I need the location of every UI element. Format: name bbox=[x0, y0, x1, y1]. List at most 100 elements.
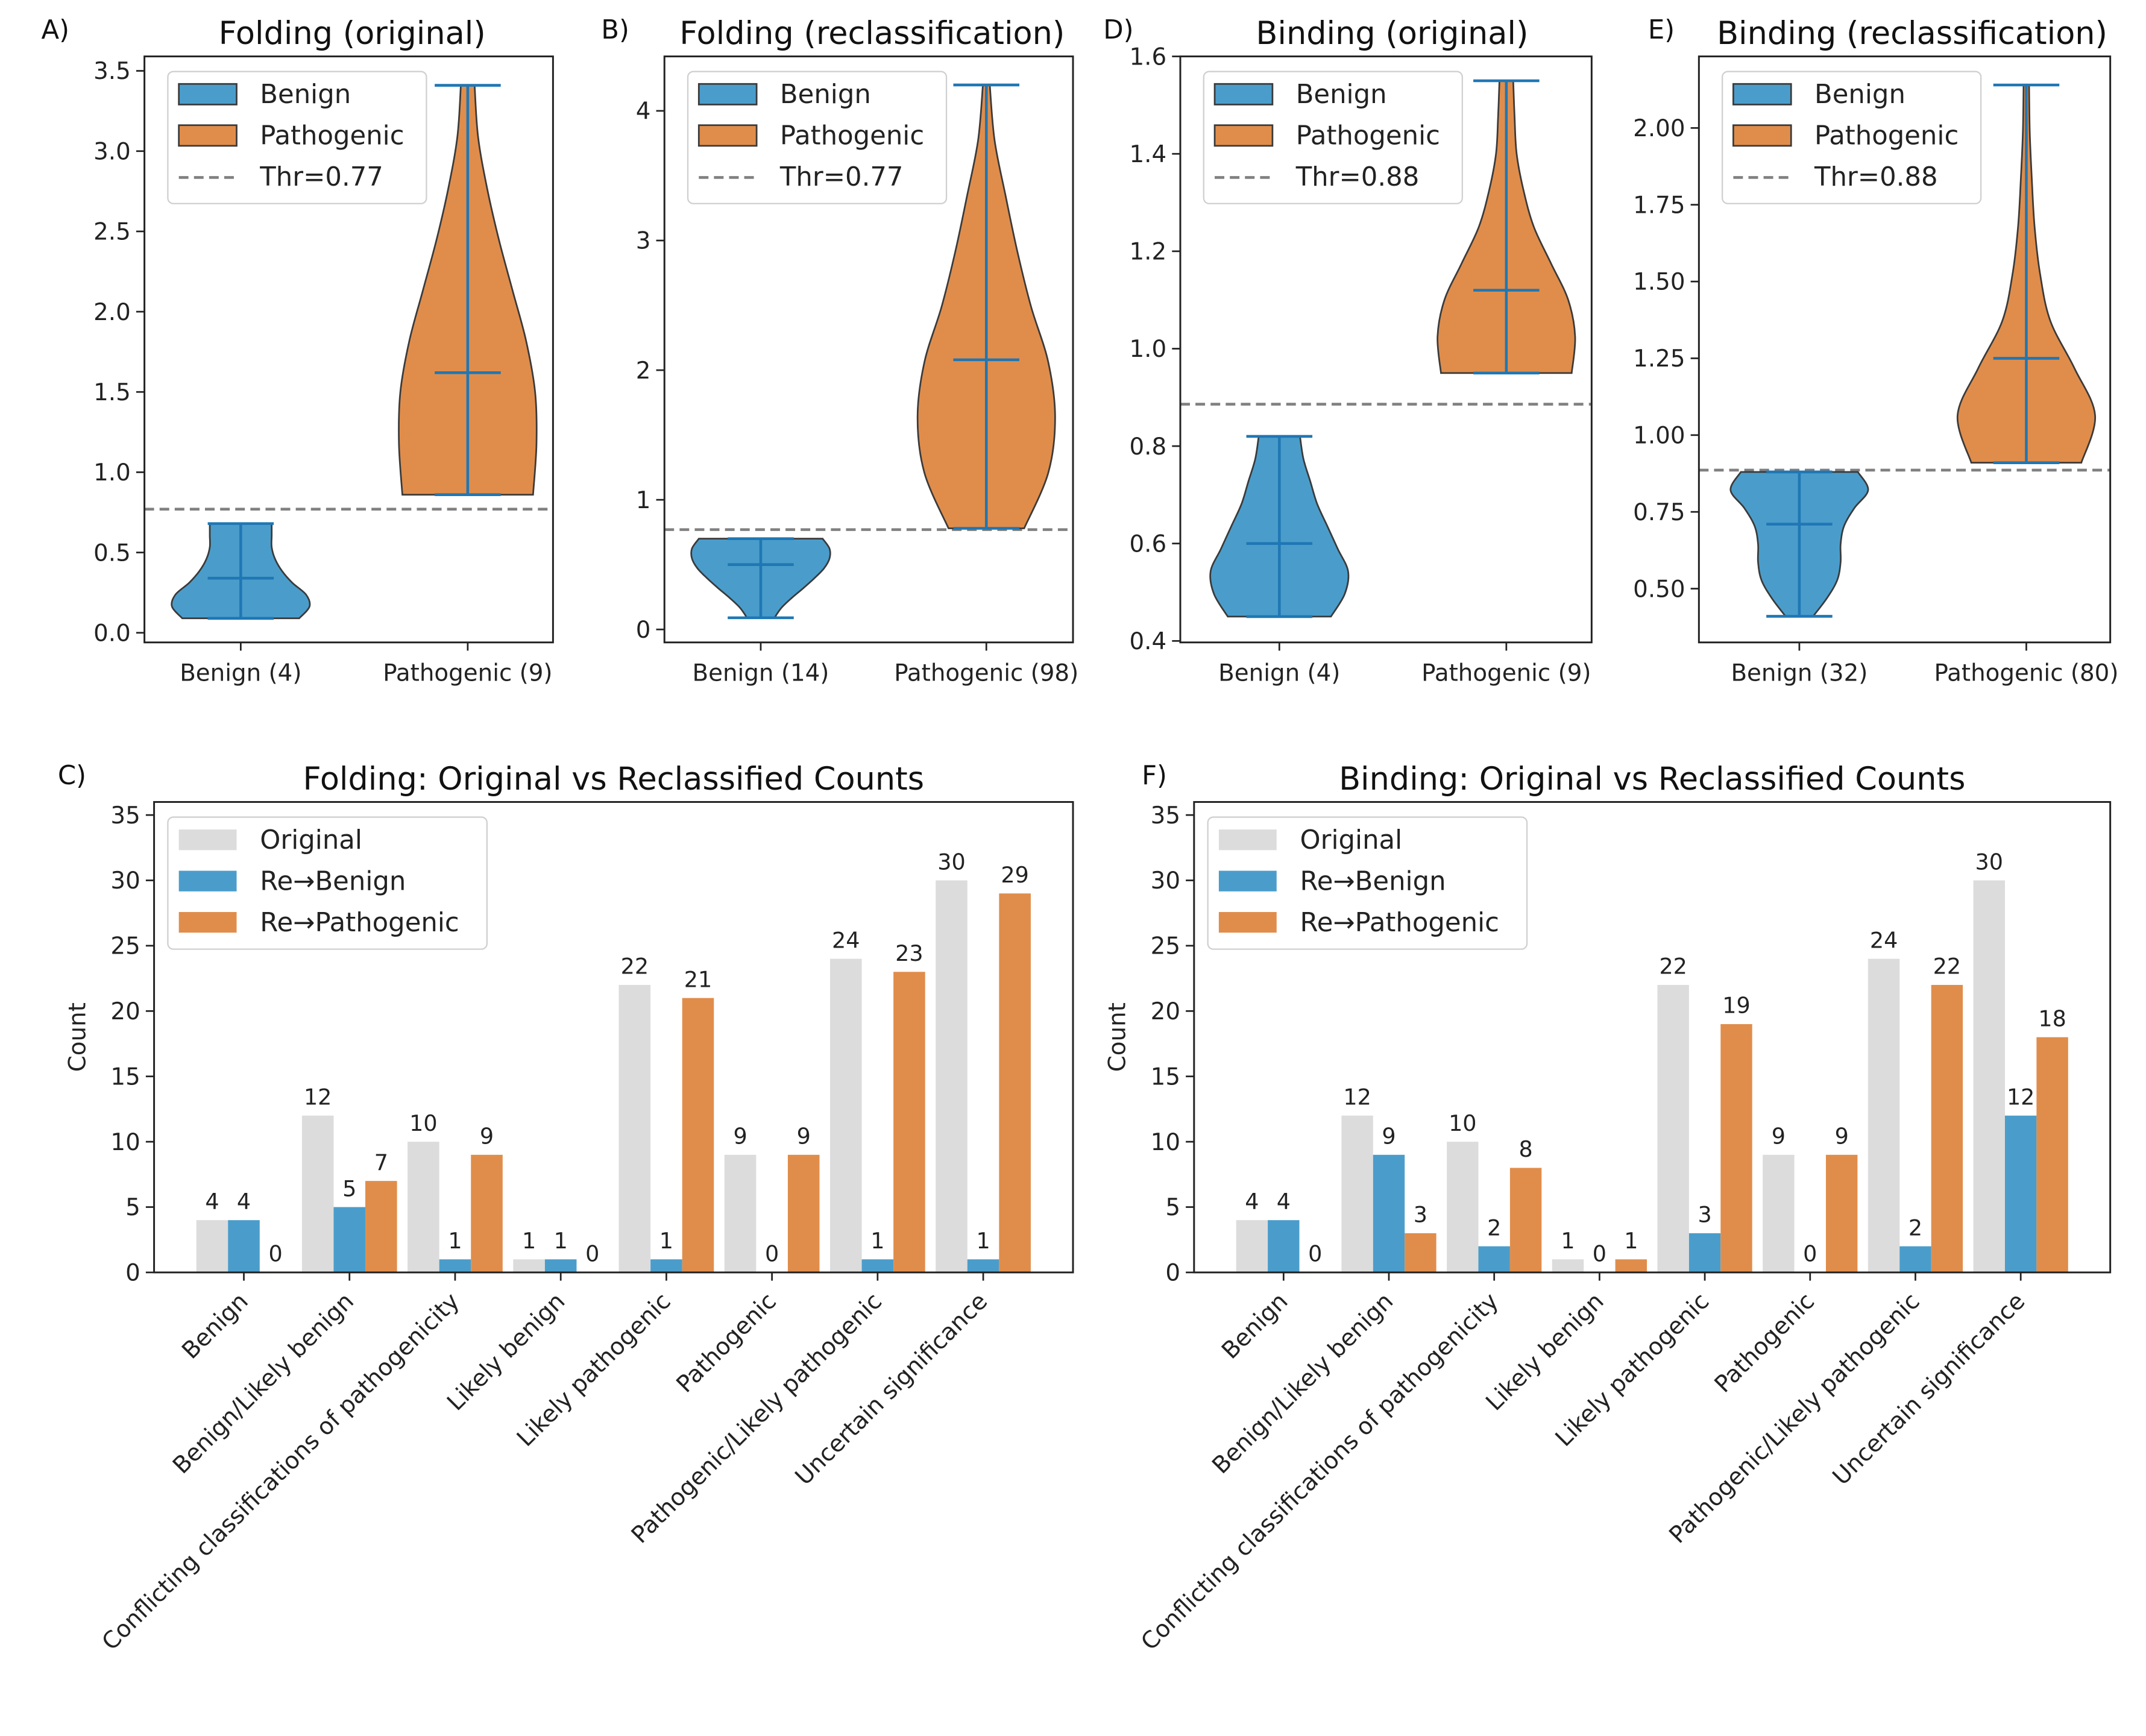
bar-re-benign bbox=[2004, 1115, 2037, 1272]
y-tick-label: 4 bbox=[636, 98, 651, 125]
bar-re-benign bbox=[1373, 1154, 1405, 1272]
legend-swatch bbox=[1213, 124, 1274, 147]
y-tick-label: 0.6 bbox=[1129, 530, 1166, 558]
y-tick-label: 1 bbox=[636, 487, 651, 514]
bar-re-benign bbox=[1268, 1220, 1300, 1272]
bar-value-label: 29 bbox=[1001, 862, 1028, 888]
bar-re-pathogenic bbox=[893, 972, 925, 1272]
bar-re-pathogenic bbox=[1405, 1233, 1436, 1272]
bar-value-label: 3 bbox=[1414, 1202, 1427, 1228]
chart-title: Folding (reclassification) bbox=[679, 15, 1065, 52]
y-tick-label: 10 bbox=[110, 1129, 140, 1156]
legend: Benign Pathogenic Thr=0.88 bbox=[1721, 71, 1982, 204]
bar-re-benign bbox=[1899, 1246, 1931, 1272]
bar-value-label: 18 bbox=[2038, 1005, 2066, 1031]
y-tick-label: 30 bbox=[1151, 867, 1180, 895]
y-tick-label: 1.5 bbox=[93, 379, 131, 406]
bar-value-label: 1 bbox=[976, 1228, 990, 1254]
y-tick-label: 10 bbox=[1151, 1129, 1180, 1156]
legend: Benign Pathogenic Thr=0.77 bbox=[167, 71, 427, 204]
y-tick-label: 1.4 bbox=[1129, 141, 1166, 168]
legend-swatch bbox=[697, 124, 758, 147]
legend-swatch bbox=[178, 124, 238, 147]
x-tick-label: Pathogenic (9) bbox=[1421, 660, 1591, 687]
x-tick-label: Benign bbox=[1216, 1288, 1293, 1364]
panel-d: D) Binding (original) 0.4 0.6 0.8 1.0 1.2 1.4 1.… bbox=[1103, 15, 1593, 687]
bar-value-label: 22 bbox=[621, 954, 649, 980]
y-tick-label: 0 bbox=[1165, 1260, 1180, 1287]
bar-re-pathogenic bbox=[1931, 984, 1963, 1272]
bar-value-label: 9 bbox=[733, 1124, 747, 1149]
y-tick-label: 15 bbox=[1151, 1063, 1180, 1090]
panel-f: F) Binding: Original vs Reclassified Coun… bbox=[1104, 761, 2112, 1656]
y-tick-label: 25 bbox=[110, 933, 140, 960]
bar-re-pathogenic bbox=[1615, 1259, 1647, 1272]
bar-re-pathogenic bbox=[787, 1154, 820, 1272]
legend-swatch bbox=[1213, 83, 1274, 105]
axes-frame bbox=[1179, 55, 1593, 644]
bar-re-pathogenic bbox=[365, 1181, 397, 1272]
axes-frame bbox=[663, 55, 1074, 644]
y-tick-label: 5 bbox=[125, 1194, 140, 1221]
legend-label: Thr=0.77 bbox=[779, 162, 904, 192]
legend-label: Benign bbox=[1814, 80, 1905, 110]
bar-original bbox=[1447, 1142, 1479, 1272]
bar-original bbox=[1868, 958, 1900, 1272]
bar-value-label: 9 bbox=[1382, 1124, 1396, 1149]
legend-swatch bbox=[1732, 83, 1792, 105]
y-tick-label: 1.0 bbox=[93, 459, 131, 486]
x-tick-label: Conflicting classifications of pathogeni… bbox=[97, 1288, 465, 1656]
bar-value-label: 30 bbox=[1975, 849, 2003, 875]
x-tick-label: Uncertain significance bbox=[1828, 1288, 2031, 1491]
legend-label: Pathogenic bbox=[1814, 121, 1959, 151]
legend-swatch bbox=[178, 870, 237, 892]
y-axis-label: Count bbox=[64, 1002, 91, 1072]
y-tick-label: 3.5 bbox=[93, 58, 131, 85]
y-tick-label: 1.50 bbox=[1633, 269, 1685, 296]
bar-value-label: 8 bbox=[1518, 1136, 1532, 1162]
bar-value-label: 2 bbox=[1487, 1215, 1501, 1241]
chart-title: Folding: Original vs Reclassified Counts bbox=[303, 761, 925, 797]
bar-value-label: 1 bbox=[870, 1228, 884, 1254]
legend: Benign Pathogenic Thr=0.77 bbox=[687, 71, 948, 204]
axes-frame bbox=[1193, 800, 2112, 1274]
bar-original bbox=[618, 984, 651, 1272]
legend-label: Pathogenic bbox=[780, 121, 924, 151]
bar-value-label: 10 bbox=[409, 1110, 437, 1136]
y-tick-label: 3.0 bbox=[93, 138, 131, 165]
bar-value-label: 9 bbox=[480, 1124, 494, 1149]
y-tick-label: 1.6 bbox=[1129, 43, 1166, 71]
legend-label: Benign bbox=[1296, 80, 1387, 110]
y-tick-label: 25 bbox=[1151, 933, 1180, 960]
bar-value-label: 0 bbox=[268, 1241, 282, 1267]
bar-re-pathogenic bbox=[1509, 1168, 1542, 1272]
legend-label: Original bbox=[260, 825, 362, 855]
bar-re-pathogenic bbox=[682, 998, 714, 1272]
panel-label: C) bbox=[58, 761, 86, 791]
bar-value-label: 7 bbox=[374, 1149, 388, 1175]
bar-original bbox=[1341, 1115, 1373, 1272]
panel-a: A) Folding (original) 0.0 0.5 1.0 1.5 2.0 2.5 3.… bbox=[41, 15, 554, 687]
chart-title: Binding (reclassification) bbox=[1717, 15, 2107, 52]
bar-re-pathogenic bbox=[1720, 1024, 1752, 1272]
bar-value-label: 1 bbox=[522, 1228, 536, 1254]
y-tick-label: 15 bbox=[110, 1063, 140, 1090]
bar-original bbox=[1763, 1154, 1795, 1272]
y-tick-label: 0.50 bbox=[1633, 576, 1685, 603]
y-tick-label: 20 bbox=[1151, 998, 1180, 1025]
bar-value-label: 0 bbox=[765, 1241, 779, 1267]
panel-label: F) bbox=[1142, 761, 1167, 791]
bar-value-label: 24 bbox=[832, 927, 860, 953]
legend-swatch bbox=[178, 83, 238, 105]
bar-value-label: 0 bbox=[1593, 1241, 1606, 1267]
chart-title: Folding (original) bbox=[219, 15, 486, 52]
bar-re-benign bbox=[333, 1207, 366, 1272]
bar-re-benign bbox=[1688, 1233, 1721, 1272]
panel-label: B) bbox=[601, 15, 629, 45]
legend-swatch bbox=[697, 83, 758, 105]
bar-re-benign bbox=[967, 1259, 999, 1272]
bar-re-benign bbox=[228, 1220, 260, 1272]
x-tick-label: Benign (32) bbox=[1731, 660, 1868, 687]
legend-swatch bbox=[1218, 912, 1277, 933]
